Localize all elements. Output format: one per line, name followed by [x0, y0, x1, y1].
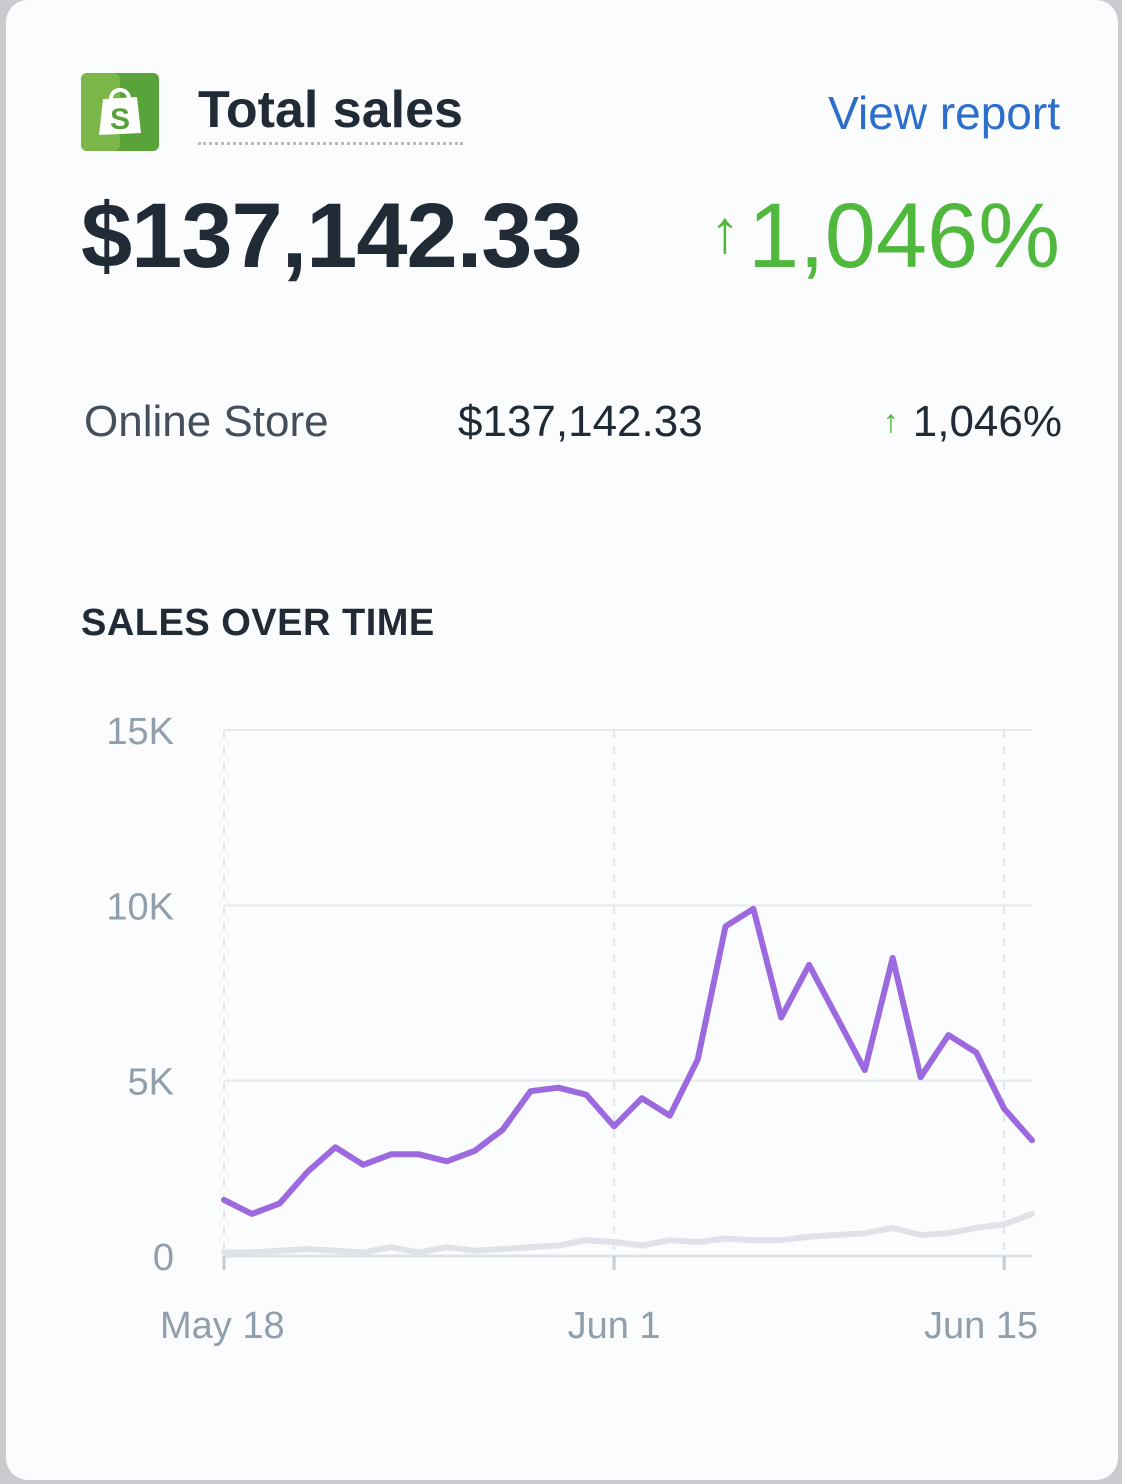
- previous-period-line: [221, 1210, 1035, 1256]
- card-title[interactable]: Total sales: [198, 80, 463, 145]
- channel-change: ↑ 1,046%: [883, 394, 1062, 453]
- channel-row-online-store: Online Store $137,142.33 ↑ 1,046%: [84, 394, 1062, 450]
- x-tick-label: Jun 1: [568, 1305, 661, 1347]
- current-period-line: [221, 905, 1035, 1217]
- y-tick-label: 0: [153, 1237, 174, 1279]
- arrow-up-icon: ↑: [709, 198, 740, 265]
- sales-over-time-chart: 0 5K 10K 15K May 18 Jun 1 Jun 15: [6, 690, 1118, 1370]
- total-sales-card: S Total sales View report $137,142.33 ↑ …: [6, 0, 1118, 1480]
- x-tick-label: May 18: [160, 1305, 285, 1347]
- channel-amount: $137,142.33: [458, 397, 703, 446]
- view-report-link[interactable]: View report: [828, 87, 1060, 139]
- total-sales-change-value: 1,046%: [747, 185, 1060, 287]
- svg-text:S: S: [110, 103, 130, 136]
- y-tick-label: 10K: [106, 886, 174, 928]
- total-sales-value: $137,142.33: [81, 185, 583, 287]
- shopify-bag-icon: S: [81, 73, 159, 151]
- channel-change-value: 1,046%: [912, 397, 1062, 446]
- channel-name: Online Store: [84, 397, 329, 446]
- y-tick-label: 15K: [106, 711, 174, 753]
- total-sales-change: ↑ 1,046%: [710, 186, 1060, 286]
- sales-line-chart: 0 5K 10K 15K May 18 Jun 1 Jun 15: [106, 711, 1038, 1347]
- chart-title: SALES OVER TIME: [81, 602, 435, 644]
- arrow-up-icon: ↑: [882, 403, 899, 439]
- y-tick-label: 5K: [128, 1062, 174, 1104]
- x-tick-label: Jun 15: [924, 1305, 1038, 1347]
